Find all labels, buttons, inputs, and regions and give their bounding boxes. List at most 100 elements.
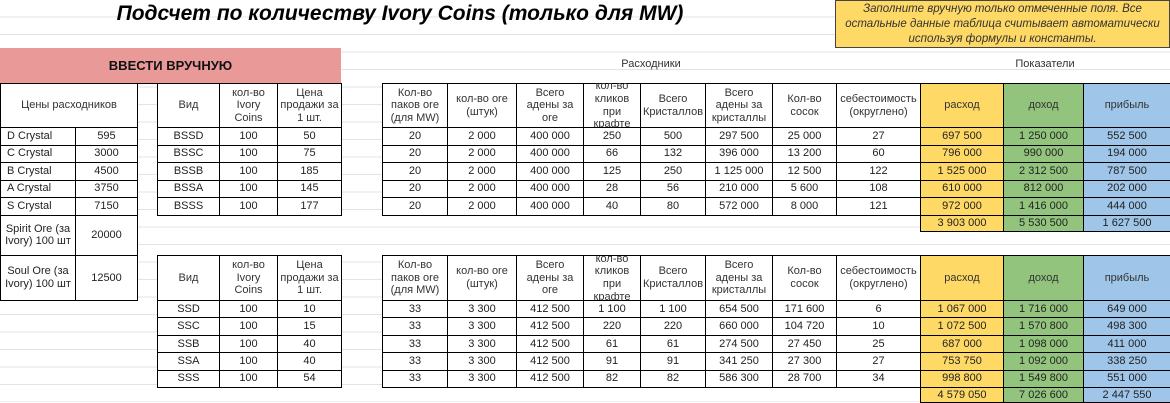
consumables-cell[interactable]: 210 000: [705, 179, 773, 198]
consumables-cell[interactable]: 274 500: [705, 334, 773, 354]
consumables-cell[interactable]: 6: [836, 300, 921, 319]
item-cell[interactable]: 15: [277, 317, 342, 336]
price-name-cell[interactable]: B Crystal: [0, 162, 76, 181]
item-cell[interactable]: 100: [219, 197, 278, 216]
income-header[interactable]: доход: [1003, 83, 1084, 128]
income-cell[interactable]: 1 250 000: [1003, 127, 1084, 146]
consumables-header-cell[interactable]: Кол-во сосок: [772, 83, 837, 128]
consumables-header-cell[interactable]: кол-во ore (штук): [447, 83, 517, 128]
consumables-cell[interactable]: 20: [382, 197, 448, 216]
expense-header[interactable]: расход: [920, 255, 1004, 301]
consumables-header-cell[interactable]: Кол-во паков ore (для MW): [382, 255, 448, 301]
consumables-cell[interactable]: 3 300: [447, 300, 517, 319]
prices-header[interactable]: Цены расходников: [0, 83, 138, 128]
price-value-cell[interactable]: 595: [75, 127, 138, 146]
profit-header[interactable]: прибыль: [1083, 83, 1170, 128]
item-cell[interactable]: 50: [277, 127, 342, 146]
instructions-note[interactable]: Заполните вручную только отмеченные поля…: [835, 0, 1170, 48]
profit-header[interactable]: прибыль: [1083, 255, 1170, 301]
consumables-header-cell[interactable]: Всего адены за кристаллы: [705, 255, 773, 301]
consumables-cell[interactable]: 33: [382, 317, 448, 336]
consumables-cell[interactable]: 25 000: [772, 127, 837, 146]
consumables-cell[interactable]: 10: [836, 317, 921, 336]
income-cell[interactable]: 1 092 000: [1003, 352, 1084, 371]
consumables-header-cell[interactable]: себестоимость (округлено): [836, 83, 921, 128]
consumables-cell[interactable]: 400 000: [516, 179, 584, 198]
price-name-cell[interactable]: D Crystal: [0, 127, 76, 146]
expense-cell[interactable]: 697 500: [920, 127, 1004, 146]
item-cell[interactable]: 75: [277, 144, 342, 163]
expense-header[interactable]: расход: [920, 83, 1004, 128]
price-value-cell[interactable]: 4500: [75, 162, 138, 181]
consumables-cell[interactable]: 28: [583, 179, 641, 198]
profit-cell[interactable]: 498 300: [1083, 317, 1170, 336]
consumables-cell[interactable]: 412 500: [516, 352, 584, 371]
consumables-cell[interactable]: 20: [382, 144, 448, 163]
item-cell[interactable]: 100: [219, 369, 278, 388]
income-cell[interactable]: 1 098 000: [1003, 334, 1084, 354]
consumables-header-cell[interactable]: Всего адены за ore: [516, 255, 584, 301]
consumables-cell[interactable]: 104 720: [772, 317, 837, 336]
consumables-cell[interactable]: 27 450: [772, 334, 837, 354]
consumables-cell[interactable]: 1 100: [640, 300, 706, 319]
consumables-cell[interactable]: 80: [640, 197, 706, 216]
income-cell[interactable]: 990 000: [1003, 144, 1084, 163]
consumables-cell[interactable]: 132: [640, 144, 706, 163]
item-cell[interactable]: 100: [219, 127, 278, 146]
consumables-cell[interactable]: 34: [836, 369, 921, 388]
profit-cell[interactable]: 202 000: [1083, 179, 1170, 198]
item-cell[interactable]: 100: [219, 179, 278, 198]
expense-cell[interactable]: 687 000: [920, 334, 1004, 354]
consumables-cell[interactable]: 33: [382, 369, 448, 388]
income-cell[interactable]: 1 549 800: [1003, 369, 1084, 388]
item-cell[interactable]: SSS: [157, 369, 220, 388]
item-cell[interactable]: BSSS: [157, 197, 220, 216]
profit-cell[interactable]: 551 000: [1083, 369, 1170, 388]
profit-cell[interactable]: 649 000: [1083, 300, 1170, 319]
consumables-cell[interactable]: 121: [836, 197, 921, 216]
consumables-cell[interactable]: 3 300: [447, 369, 517, 388]
expense-total[interactable]: 3 903 000: [920, 214, 1004, 232]
consumables-cell[interactable]: 66: [583, 144, 641, 163]
consumables-cell[interactable]: 3 300: [447, 352, 517, 371]
consumables-cell[interactable]: 412 500: [516, 334, 584, 354]
profit-cell[interactable]: 411 000: [1083, 334, 1170, 354]
consumables-cell[interactable]: 13 200: [772, 144, 837, 163]
consumables-cell[interactable]: 108: [836, 179, 921, 198]
consumables-cell[interactable]: 3 300: [447, 334, 517, 354]
item-header-cell[interactable]: кол-во Ivory Coins: [219, 255, 278, 301]
consumables-cell[interactable]: 33: [382, 334, 448, 354]
consumables-cell[interactable]: 171 600: [772, 300, 837, 319]
consumables-cell[interactable]: 28 700: [772, 369, 837, 388]
profit-cell[interactable]: 787 500: [1083, 162, 1170, 181]
expense-cell[interactable]: 1 525 000: [920, 162, 1004, 181]
consumables-cell[interactable]: 25: [836, 334, 921, 354]
profit-cell[interactable]: 338 250: [1083, 352, 1170, 371]
price-name-cell[interactable]: Soul Ore (за Ivory) 100 шт: [0, 255, 76, 301]
profit-cell[interactable]: 552 500: [1083, 127, 1170, 146]
item-header-cell[interactable]: Вид: [157, 255, 220, 301]
consumables-cell[interactable]: 500: [640, 127, 706, 146]
consumables-header-cell[interactable]: себестоимость (округлено): [836, 255, 921, 301]
consumables-header-cell[interactable]: Всего Кристаллов: [640, 255, 706, 301]
consumables-cell[interactable]: 654 500: [705, 300, 773, 319]
expense-cell[interactable]: 610 000: [920, 179, 1004, 198]
item-header-cell[interactable]: Цена продажи за 1 шт.: [277, 83, 342, 128]
consumables-header-cell[interactable]: кол-во кликов при крафте: [583, 80, 641, 130]
consumables-cell[interactable]: 91: [640, 352, 706, 371]
item-cell[interactable]: 145: [277, 179, 342, 198]
expense-total[interactable]: 4 579 050: [920, 387, 1004, 403]
consumables-cell[interactable]: 122: [836, 162, 921, 181]
item-cell[interactable]: 100: [219, 352, 278, 371]
item-cell[interactable]: BSSB: [157, 162, 220, 181]
consumables-cell[interactable]: 412 500: [516, 317, 584, 336]
price-value-cell[interactable]: 20000: [75, 214, 138, 256]
price-value-cell[interactable]: 12500: [75, 255, 138, 301]
item-cell[interactable]: 40: [277, 352, 342, 371]
consumables-header-cell[interactable]: Кол-во паков ore (для MW): [382, 83, 448, 128]
expense-cell[interactable]: 998 800: [920, 369, 1004, 388]
profit-cell[interactable]: 444 000: [1083, 197, 1170, 216]
consumables-cell[interactable]: 400 000: [516, 127, 584, 146]
price-value-cell[interactable]: 3000: [75, 144, 138, 163]
item-cell[interactable]: 100: [219, 334, 278, 354]
